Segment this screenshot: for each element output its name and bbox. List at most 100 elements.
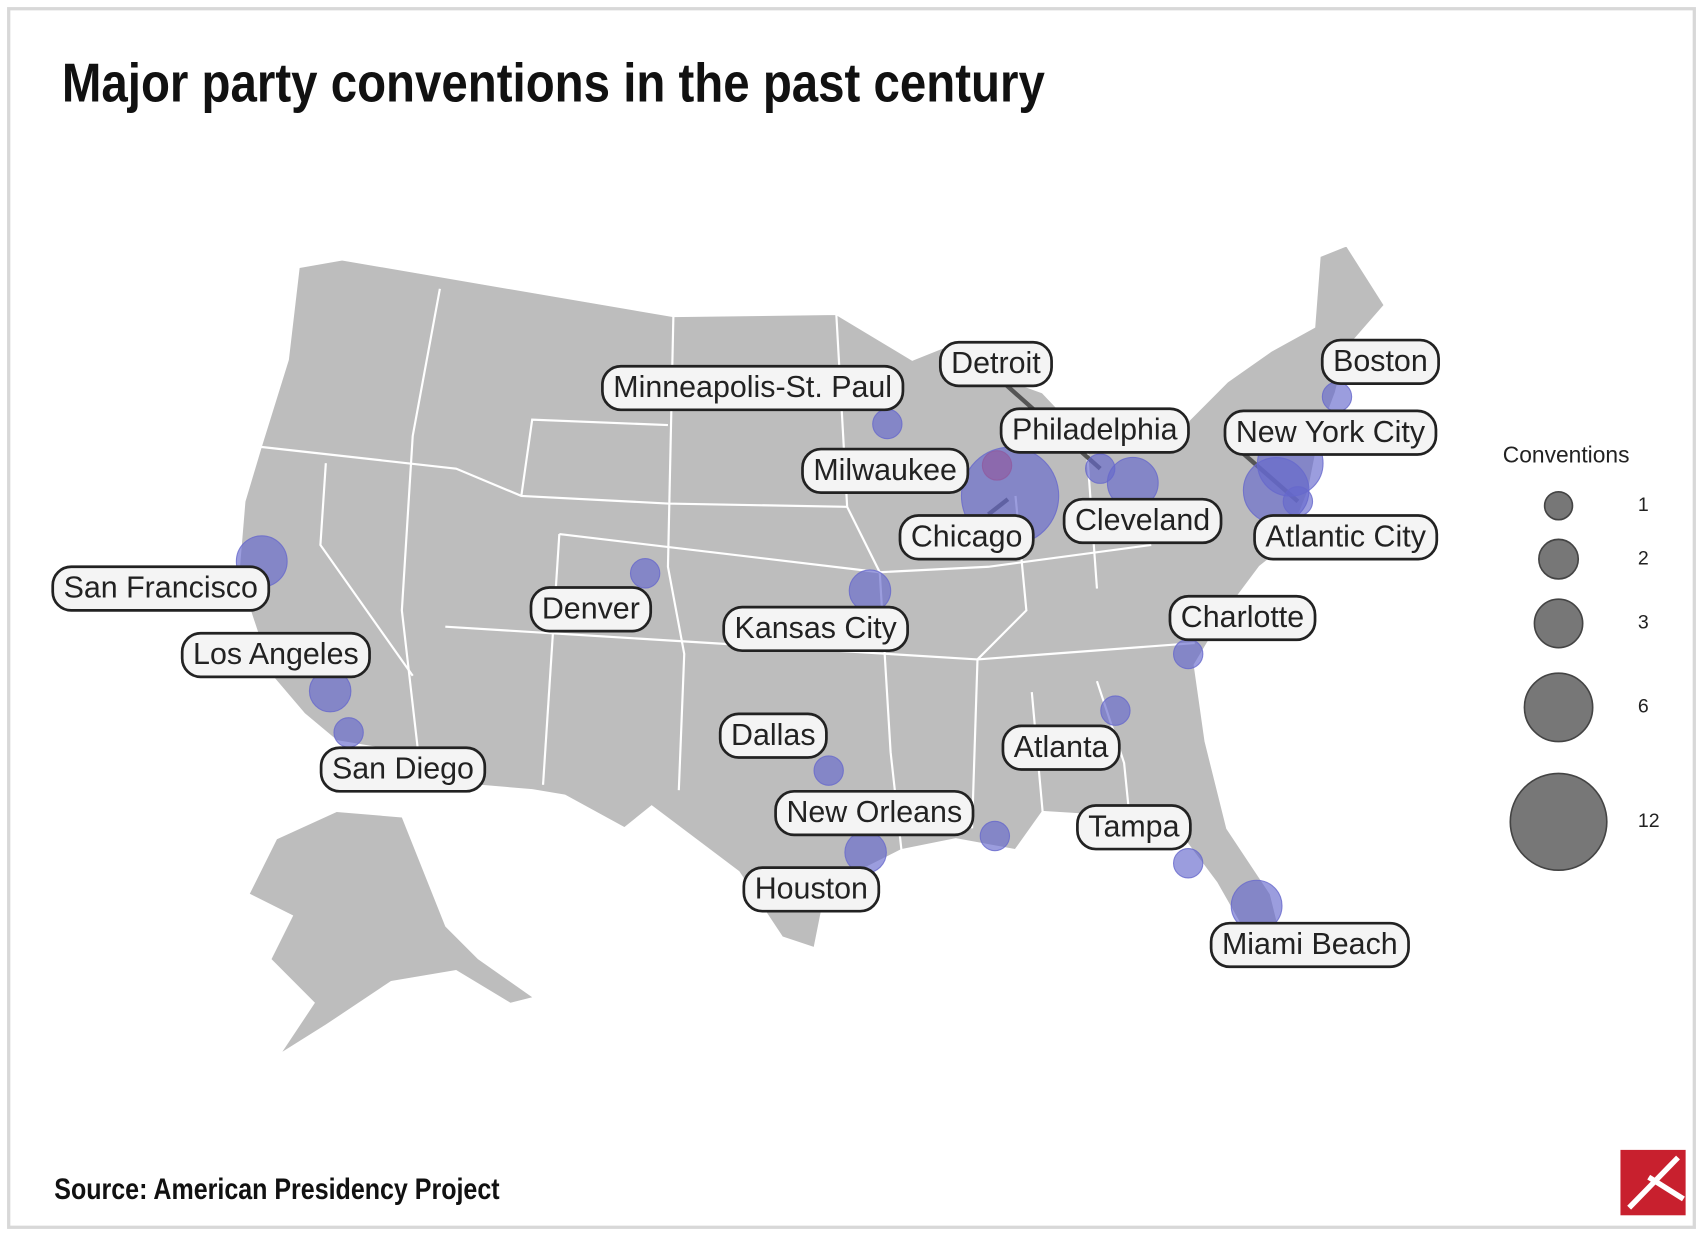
label-box [180, 631, 371, 679]
city-label: Houston [742, 866, 881, 913]
label-box [742, 866, 881, 913]
city-label: San Francisco [51, 565, 271, 612]
city-name: Milwaukee [813, 453, 957, 487]
label-box [774, 789, 975, 837]
city-label: Chicago [898, 514, 1035, 561]
city-label: New Orleans [774, 789, 975, 837]
legend-bubble [1543, 490, 1574, 521]
city-label: Dallas [718, 712, 828, 759]
label-box [722, 605, 909, 653]
border [520, 418, 668, 497]
bubble [848, 569, 892, 613]
city-label: Atlanta [1001, 724, 1121, 771]
city-name: Miami Beach [1222, 927, 1398, 961]
label-box [601, 364, 905, 412]
alaska [249, 812, 533, 1052]
city-label: Boston [1320, 338, 1440, 386]
legend-bubble [1509, 772, 1608, 872]
source: Source: American Presidency Project [54, 1173, 499, 1206]
city-name: San Diego [332, 752, 474, 786]
city-name: Charlotte [1181, 600, 1304, 634]
label-box [1320, 338, 1440, 386]
label-box [801, 447, 970, 495]
city-label: Denver [529, 586, 653, 633]
chart-title: Major party conventions in the past cent… [62, 53, 1045, 114]
label-box [1076, 804, 1192, 851]
legend-label: 12 [1638, 810, 1660, 832]
city-name: Chicago [911, 519, 1023, 553]
city-name: San Francisco [64, 571, 258, 605]
city-name: Houston [755, 872, 868, 906]
state-borders [260, 288, 1195, 851]
label-box [529, 586, 653, 633]
label-box [938, 340, 1053, 388]
city-label: Miami Beach [1209, 921, 1410, 969]
city-label: Detroit [938, 340, 1053, 388]
city-label: Milwaukee [801, 447, 970, 495]
city-label: Kansas City [722, 605, 909, 653]
border [319, 463, 414, 677]
city-name: New York City [1236, 415, 1426, 449]
city-label: Philadelphia [999, 407, 1190, 454]
bubble [979, 820, 1011, 852]
legend-bubble [1523, 672, 1594, 743]
legend-bubble [1533, 598, 1584, 649]
city-name: Boston [1333, 344, 1428, 378]
city-name: Atlanta [1014, 730, 1109, 764]
legend-label: 3 [1638, 612, 1649, 634]
bubbles [235, 381, 1353, 932]
city-name: Los Angeles [193, 637, 359, 671]
bubble [1282, 486, 1314, 517]
city-name: New Orleans [786, 795, 962, 829]
city-label: Los Angeles [180, 631, 371, 679]
city-label: New York City [1223, 409, 1438, 456]
label-box [1223, 409, 1438, 456]
city-label: Charlotte [1168, 594, 1317, 642]
label-box [1168, 594, 1317, 642]
city-name: Atlantic City [1265, 519, 1426, 553]
city-label: San Diego [319, 746, 487, 793]
city-label: Tampa [1076, 804, 1192, 851]
city-name: Minneapolis-St. Paul [613, 370, 892, 404]
bubble [813, 755, 844, 786]
legend-label: 2 [1638, 547, 1649, 569]
border [541, 534, 561, 785]
city-name: Tampa [1088, 809, 1179, 843]
label-box [51, 565, 271, 612]
label-box [999, 407, 1190, 454]
bubble [333, 717, 364, 748]
city-label: Minneapolis-St. Paul [601, 364, 905, 412]
label-box [1062, 497, 1223, 545]
bubble [1321, 381, 1353, 412]
legend-title: Conventions [1503, 442, 1630, 468]
bubble [1100, 695, 1131, 726]
logo-mark [1627, 1155, 1685, 1210]
city-name: Detroit [951, 346, 1041, 380]
city-name: Kansas City [735, 611, 898, 645]
border [559, 532, 1152, 574]
label-box [1001, 724, 1121, 771]
bubble [872, 408, 903, 440]
city-name: Cleveland [1075, 503, 1210, 537]
city-name: Denver [542, 591, 640, 625]
bubble [1172, 638, 1204, 670]
label-box [1253, 514, 1439, 561]
legend-label: 1 [1638, 494, 1649, 516]
legend-bubble [1538, 538, 1580, 580]
city-label: Atlantic City [1253, 514, 1439, 561]
label-box [1209, 921, 1410, 969]
labels: Minneapolis-St. Paul Detroit Boston Philade… [51, 338, 1440, 969]
city-name: Dallas [731, 718, 815, 752]
label-box [898, 514, 1035, 561]
label-box [319, 746, 487, 793]
city-name: Philadelphia [1012, 413, 1178, 447]
us-map [237, 243, 1387, 1052]
bubble [1172, 847, 1204, 879]
bubble [629, 558, 661, 589]
city-label: Cleveland [1062, 497, 1223, 545]
label-box [718, 712, 828, 759]
logo [1620, 1149, 1686, 1216]
border [400, 288, 441, 753]
